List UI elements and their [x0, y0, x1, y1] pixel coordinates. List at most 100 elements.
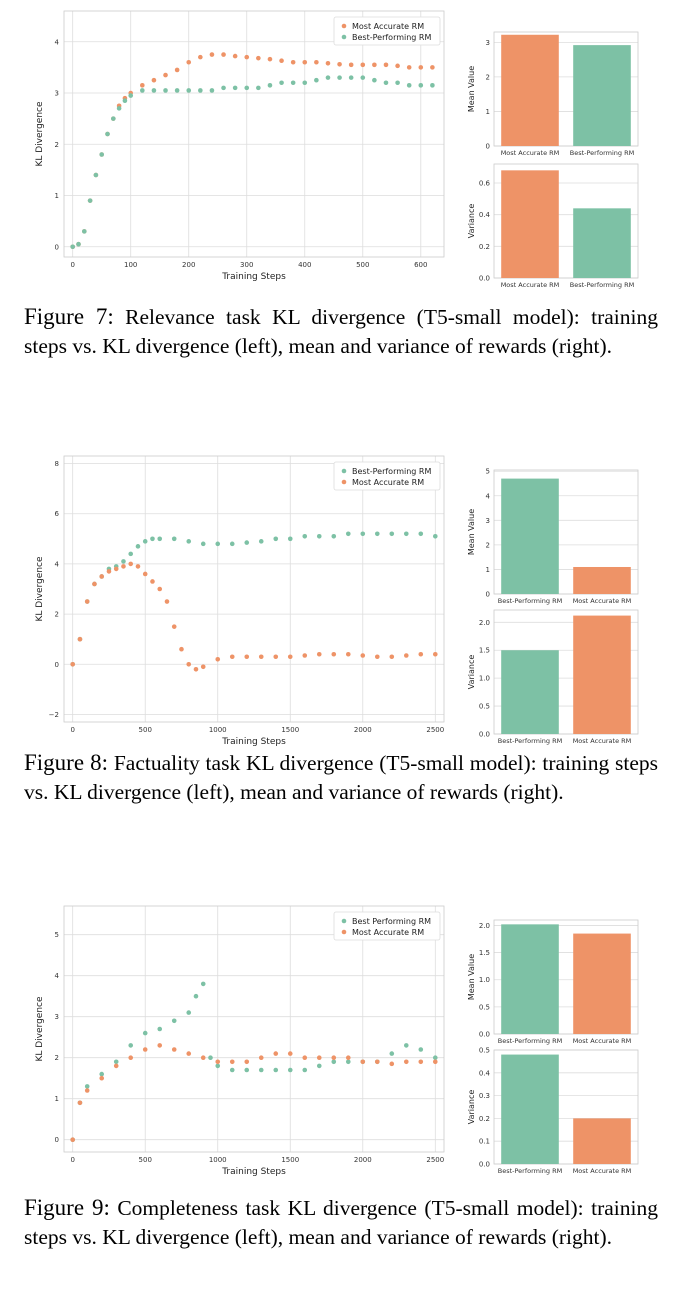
scatter-point [325, 60, 331, 66]
scatter-point [314, 59, 319, 65]
figure-9-mean-bar: 0.0 0.5 1.0 1.5 2.0 Best-Performing RM Most Ac… [467, 919, 639, 1045]
scatter-point [406, 65, 412, 70]
scatter-point [331, 534, 337, 539]
x-tick-label: Most Accurate RM [573, 737, 632, 745]
legend-label: Best-Performing RM [352, 33, 431, 42]
scatter-point [360, 62, 366, 68]
x-tick-label: 2000 [354, 1156, 372, 1164]
scatter-point [432, 534, 438, 539]
x-tick-label: 2500 [426, 726, 444, 734]
x-axis-label: Training Steps [221, 272, 286, 282]
scatter-point [142, 571, 148, 577]
scatter-point [258, 654, 264, 660]
y-tick-label: 0.0 [479, 731, 490, 739]
scatter-point [215, 541, 221, 547]
scatter-point [244, 540, 250, 545]
scatter-point [128, 1055, 134, 1060]
scatter-point [232, 53, 238, 59]
x-tick-label: Most Accurate RM [501, 149, 560, 157]
scatter-point [135, 564, 141, 569]
plot-frame [63, 10, 445, 258]
x-tick-label: 300 [240, 261, 253, 269]
plot-frame [493, 31, 639, 147]
bar [501, 924, 559, 1034]
x-tick-label: 1000 [209, 1156, 227, 1164]
legend-marker [341, 918, 347, 924]
scatter-point [316, 1055, 322, 1060]
y-tick-label: 0 [55, 1136, 59, 1144]
scatter-point [193, 667, 199, 672]
y-tick-label: 1.0 [479, 675, 490, 683]
figure-8-variance-bar: 0.0 0.5 1.0 1.5 2.0 Best-Performing RM Most Ac… [467, 609, 639, 745]
figure-8-mean-bar: 0 1 2 3 4 5 Best-Performing RM Most Accurate RM… [467, 468, 639, 605]
scatter-point [229, 541, 235, 547]
figure-9-variance-bar: 0.0 0.1 0.2 0.3 0.4 0.5 Best-Performing RM Most… [467, 1047, 639, 1175]
scatter-point [430, 83, 435, 88]
scatter-point [316, 651, 322, 657]
scatter-point [193, 993, 199, 999]
scatter-point [273, 1067, 279, 1073]
scatter-point [174, 67, 180, 73]
scatter-point [99, 1075, 105, 1081]
scatter-point [302, 1055, 308, 1060]
scatter-point [171, 536, 177, 542]
y-tick-label: −2 [49, 711, 59, 719]
plot-frame [493, 1049, 639, 1165]
scatter-point [200, 664, 206, 670]
scatter-point [186, 539, 192, 544]
scatter-point [258, 1067, 264, 1073]
scatter-point [186, 661, 192, 667]
scatter-point [418, 1059, 424, 1065]
x-tick-label: Best-Performing RM [498, 1037, 563, 1045]
scatter-point [116, 106, 122, 111]
figure-8-caption-text: Factuality task KL divergence (T5-small … [24, 751, 658, 804]
scatter-point [345, 531, 351, 537]
scatter-point [314, 77, 319, 83]
bar [501, 650, 559, 734]
figure-9: 0 500 1000 1500 2000 2500 0 1 2 3 4 5 Training Steps… [0, 890, 674, 1290]
scatter-point [406, 83, 412, 88]
scatter-point [395, 63, 400, 69]
figure-7: 0 100 200 300 400 500 600 0 1 2 3 4 Training Steps KL… [0, 0, 674, 400]
x-tick-label: Most Accurate RM [573, 1037, 632, 1045]
scatter-point [403, 531, 409, 537]
y-tick-label: 2.0 [479, 922, 490, 930]
x-tick-label: 2000 [354, 726, 372, 734]
y-axis-label: Variance [467, 1090, 476, 1125]
scatter-point [163, 72, 168, 78]
y-axis-label: Variance [467, 655, 476, 690]
y-tick-label: 0 [486, 143, 490, 151]
bar [573, 615, 631, 734]
x-axis-label: Training Steps [221, 737, 286, 747]
plot-frame [493, 919, 639, 1035]
scatter-point [229, 1059, 235, 1065]
legend-marker [341, 479, 347, 485]
scatter-point [157, 1043, 163, 1048]
scatter-point [302, 653, 308, 658]
y-tick-label: 3 [55, 1013, 59, 1021]
y-tick-label: 4 [55, 38, 60, 46]
scatter-point [229, 1067, 235, 1073]
plot-frame [493, 609, 639, 735]
scatter-point [142, 1047, 148, 1052]
scatter-point [93, 172, 99, 178]
scatter-point [418, 65, 424, 70]
scatter-point [215, 1059, 221, 1065]
scatter-point [432, 1059, 438, 1065]
x-tick-label: Best-Performing RM [498, 1167, 563, 1175]
legend-label: Most Accurate RM [352, 928, 424, 937]
y-tick-label: 5 [55, 931, 59, 939]
scatter-point [186, 1051, 192, 1056]
y-tick-label: 5 [486, 468, 490, 476]
scatter-point [360, 75, 366, 80]
scatter-point [279, 80, 284, 86]
scatter-point [121, 559, 126, 564]
x-tick-label: Most Accurate RM [573, 597, 632, 605]
y-tick-label: 3 [486, 39, 490, 47]
scatter-point [208, 1055, 213, 1060]
x-tick-label: 400 [298, 261, 311, 269]
plot-frame [63, 455, 445, 723]
x-axis-label: Training Steps [221, 1167, 286, 1177]
scatter-point [174, 88, 180, 93]
scatter-point [70, 1137, 76, 1142]
